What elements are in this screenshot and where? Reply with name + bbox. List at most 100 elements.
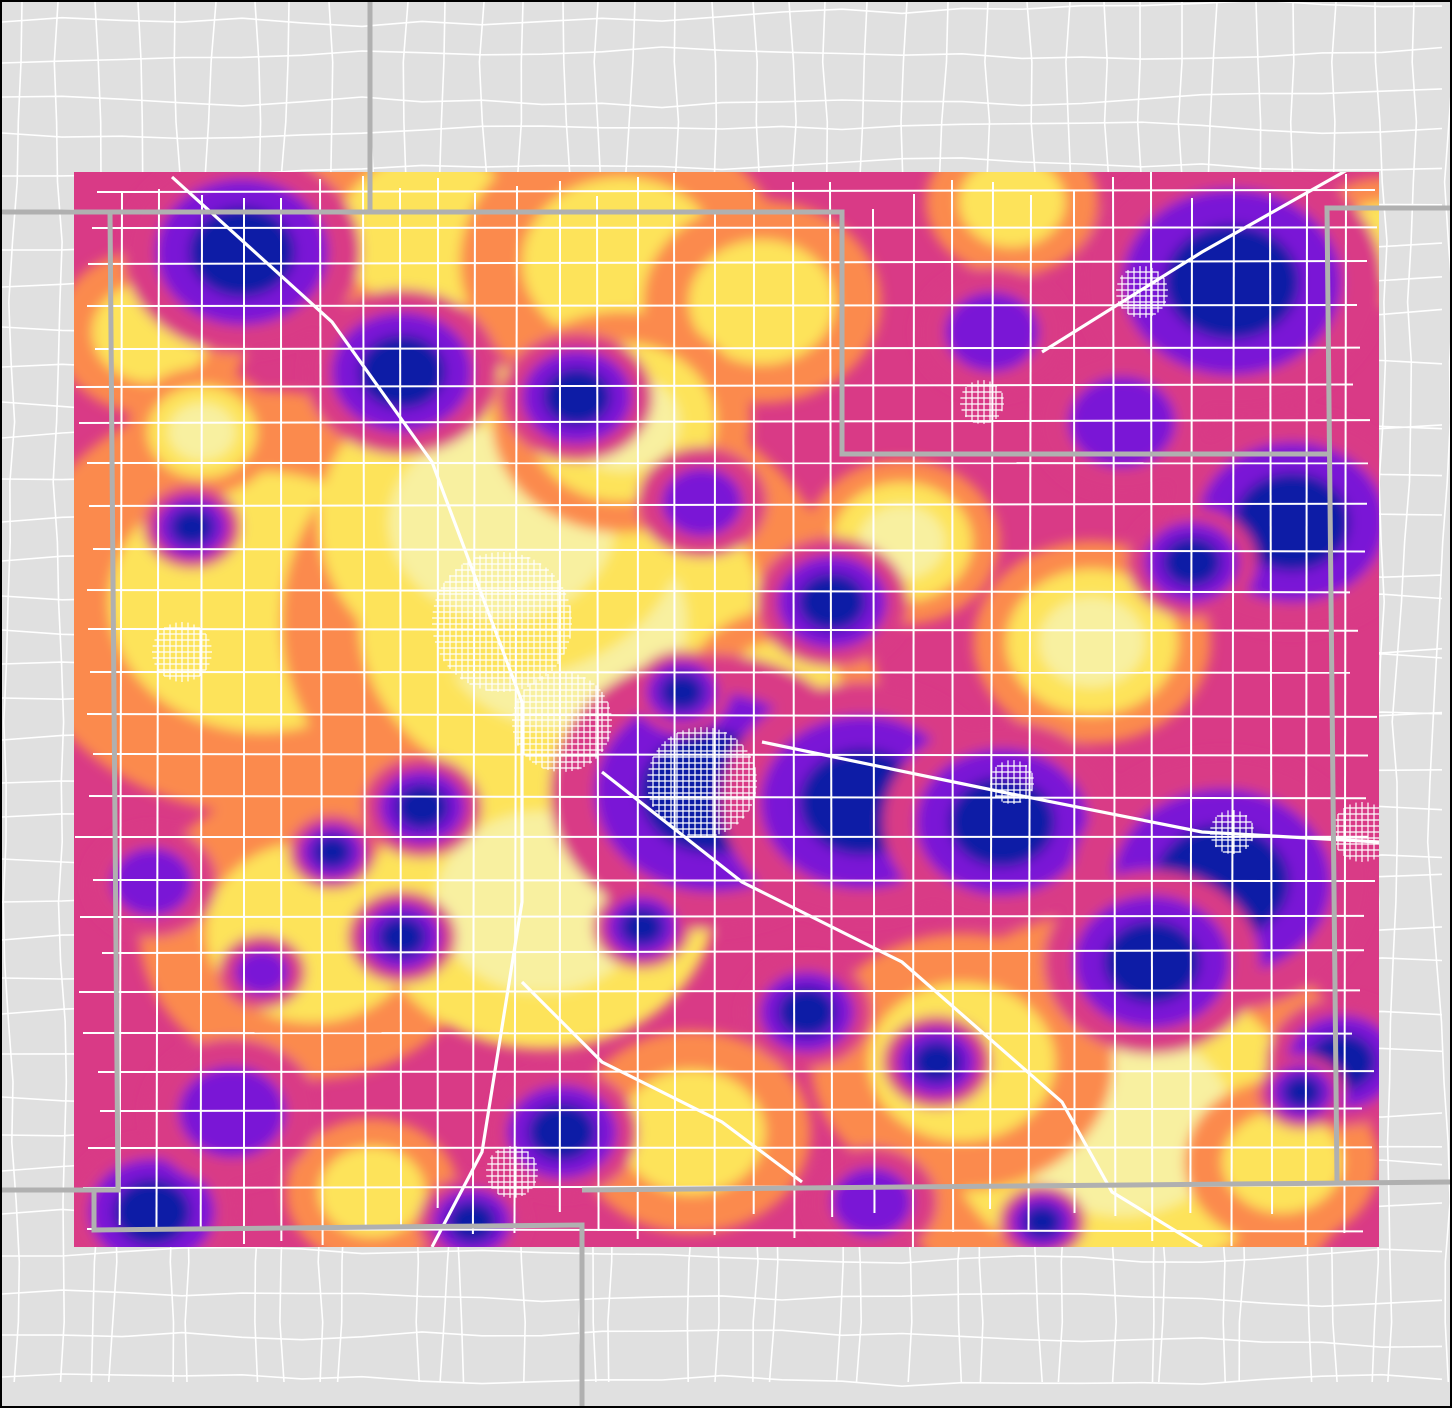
road	[79, 914, 1365, 918]
heat-contour-low	[662, 468, 742, 536]
heat-contour-very-low	[620, 908, 664, 946]
heat-zone	[633, 650, 731, 734]
county-boundary-north	[2, 209, 1332, 457]
town-streets	[432, 552, 572, 692]
road	[78, 419, 1371, 424]
heat-contour-very-low	[1164, 224, 1300, 340]
heat-contour-very-low	[543, 368, 611, 426]
heat-contour-low	[112, 848, 192, 916]
heat-zone	[501, 332, 653, 462]
basemap-road	[2, 2, 23, 1383]
county-boundary-west	[2, 211, 121, 1193]
road	[399, 187, 403, 1226]
road	[1304, 190, 1308, 1246]
heat-contour-very-low	[358, 335, 446, 409]
highway	[1041, 172, 1347, 354]
town-streets	[486, 1146, 538, 1198]
road	[92, 879, 1376, 883]
road	[86, 713, 1378, 718]
heat-contour-very-low	[778, 987, 836, 1037]
heat-zone	[742, 956, 872, 1068]
road	[101, 949, 1365, 954]
road	[951, 179, 955, 1233]
heat-zone	[288, 815, 376, 889]
basemap-road	[52, 2, 68, 1383]
basemap-road	[2, 1373, 1443, 1388]
road	[1189, 197, 1193, 1214]
heat-contour-very-low	[113, 1179, 191, 1245]
road	[1027, 194, 1032, 1231]
road	[89, 671, 1351, 674]
road	[1150, 172, 1154, 1242]
basemap-road	[2, 121, 1443, 140]
town-streets	[152, 622, 212, 682]
basemap-road	[1426, 96, 1450, 1383]
basemap-road	[2, 46, 1443, 64]
road	[829, 181, 834, 1218]
highway	[761, 740, 1379, 844]
heat-contour-very-low	[949, 777, 1055, 867]
heat-zone	[486, 1067, 638, 1197]
heat-zone	[1035, 348, 1209, 496]
road	[1269, 192, 1274, 1215]
heatmap-layer	[74, 172, 1379, 1247]
heat-zone	[348, 891, 456, 983]
road	[97, 1070, 1375, 1073]
basemap-road	[2, 1329, 1443, 1349]
highway	[520, 980, 803, 1184]
county-boundary-south	[581, 1179, 1450, 1193]
basemap-road	[2, 2, 1443, 28]
road	[78, 989, 1361, 993]
road	[92, 548, 1366, 553]
heat-zone	[87, 826, 217, 938]
heat-zone	[362, 756, 482, 858]
heat-zone	[218, 935, 306, 1009]
road	[87, 1146, 1373, 1149]
road	[118, 190, 123, 1226]
heat-contour-high	[688, 239, 836, 365]
heat-contour-high	[618, 1069, 766, 1195]
road	[1073, 189, 1076, 1214]
road	[87, 628, 1359, 632]
heat-zone	[304, 289, 500, 455]
heat-contour-very-low	[660, 673, 704, 711]
road	[75, 383, 1354, 388]
heat-contour-low	[235, 949, 289, 995]
road	[91, 226, 1378, 229]
heat-zone	[573, 1030, 811, 1234]
road	[1343, 173, 1347, 1234]
heat-zone	[123, 172, 361, 354]
basemap-road	[2, 88, 1443, 109]
road	[96, 188, 1376, 193]
basemap-road	[1386, 2, 1418, 1383]
road	[199, 194, 203, 1232]
road	[86, 589, 1351, 594]
heat-contour-low	[1068, 376, 1176, 468]
heat-contour-very-high	[1039, 597, 1145, 687]
road	[319, 178, 324, 1246]
road	[94, 346, 1361, 350]
road	[86, 304, 1358, 307]
heat-zone	[883, 1016, 991, 1108]
basemap-road	[2, 1246, 1443, 1264]
road	[911, 193, 915, 1247]
town-streets	[647, 727, 757, 837]
road	[1230, 177, 1235, 1247]
town-streets	[960, 380, 1004, 424]
heat-contour-low	[832, 1168, 912, 1236]
heat-zone	[756, 537, 908, 667]
county-boundary-southwest	[91, 1190, 585, 1406]
heat-zone	[883, 720, 1121, 924]
heat-contour-very-low	[798, 573, 866, 631]
basemap-road	[2, 1289, 1443, 1308]
road	[362, 175, 367, 1231]
road	[82, 1032, 1353, 1035]
heat-contour-very-low	[312, 835, 352, 869]
heat-zone	[285, 1118, 459, 1247]
road	[155, 188, 160, 1228]
road	[872, 208, 876, 1214]
town-streets	[1116, 266, 1168, 318]
